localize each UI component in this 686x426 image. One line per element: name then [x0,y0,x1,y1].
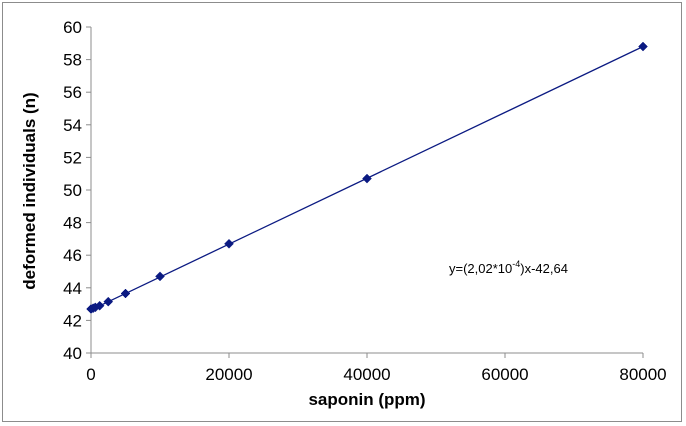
equation-suffix: )x-42,64 [520,261,568,276]
y-tick-label: 40 [63,344,82,363]
equation-annotation: y=(2,02*10-4)x-42,64 [449,259,568,276]
data-point [94,300,105,311]
x-tick-label: 60000 [481,365,528,384]
chart: 40 42 44 46 48 50 52 54 56 58 60 0 20000 40000 60000 80… [20,18,667,409]
equation-exponent: -4 [512,259,520,269]
y-tick-label: 42 [63,311,82,330]
tick-labels: 40 42 44 46 48 50 52 54 56 58 60 0 20000 40000 60000 80… [63,18,667,384]
data-point [120,288,131,299]
y-tick-label: 56 [63,83,82,102]
y-tick-label: 50 [63,181,82,200]
axes [86,26,644,358]
y-tick-label: 58 [63,51,82,70]
data-point [155,271,165,282]
data-point [638,41,648,52]
x-axis-title: saponin (ppm) [308,390,425,409]
x-tick-label: 80000 [619,365,666,384]
y-axis-title: deformed individuals (n) [20,92,39,289]
data-point [103,296,114,307]
data-point [224,238,234,249]
data-point [362,173,372,184]
x-tick-label: 0 [86,365,95,384]
y-tick-label: 44 [63,279,82,298]
y-tick-label: 52 [63,148,82,167]
data-points [86,41,648,314]
y-tick-label: 54 [63,116,82,135]
y-tick-label: 46 [63,246,82,265]
x-tick-label: 20000 [205,365,252,384]
x-tick-label: 40000 [343,365,390,384]
y-tick-label: 48 [63,214,82,233]
chart-frame: 40 42 44 46 48 50 52 54 56 58 60 0 20000 40000 60000 80… [2,2,682,422]
equation-prefix: y=(2,02*10 [449,261,512,276]
y-tick-label: 60 [63,18,82,37]
